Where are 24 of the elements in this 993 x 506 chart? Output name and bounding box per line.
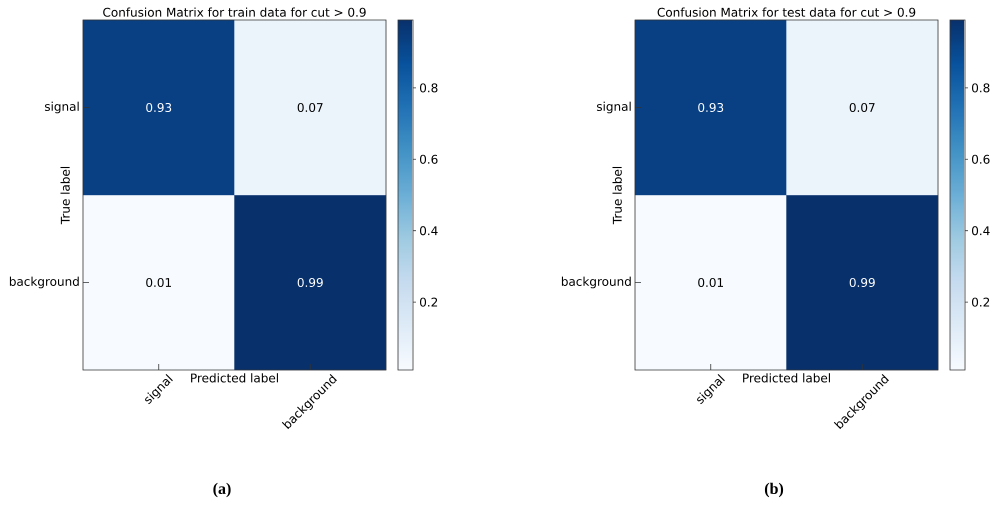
- chart-title: Confusion Matrix for train data for cut > 0.9: [103, 8, 366, 17]
- data-label: 0.07: [298, 102, 323, 112]
- data-label: 0.01: [146, 278, 171, 288]
- text: (b): [764, 482, 784, 498]
- color-bar-label: 0.8: [420, 83, 438, 92]
- color-bar-label: 0.6: [420, 154, 438, 164]
- x-axis-title: Predicted label: [743, 373, 830, 382]
- data-label: 0.01: [698, 278, 724, 288]
- y-axis-title: True label: [612, 166, 622, 224]
- text: (a): [213, 482, 231, 498]
- color-bar-label: 0.4: [972, 226, 990, 236]
- data-label: 0.99: [298, 278, 323, 288]
- color-bar-label: 0.2: [420, 298, 438, 307]
- data-label: 0.07: [850, 102, 875, 112]
- data-label: 0.99: [850, 278, 875, 288]
- color-bar-label: 0.6: [972, 154, 990, 164]
- data-label: 0.93: [146, 102, 172, 112]
- data-label: 0.93: [698, 102, 724, 112]
- color-bar-label: 0.2: [972, 298, 990, 307]
- color-bar-label: 0.4: [420, 226, 438, 236]
- x-axis-title: Predicted label: [191, 373, 278, 382]
- chart-title: Confusion Matrix for test data for cut > 0.9: [658, 8, 916, 17]
- color-bar-label: 0.8: [972, 83, 990, 92]
- y-axis-title: True label: [60, 166, 70, 224]
